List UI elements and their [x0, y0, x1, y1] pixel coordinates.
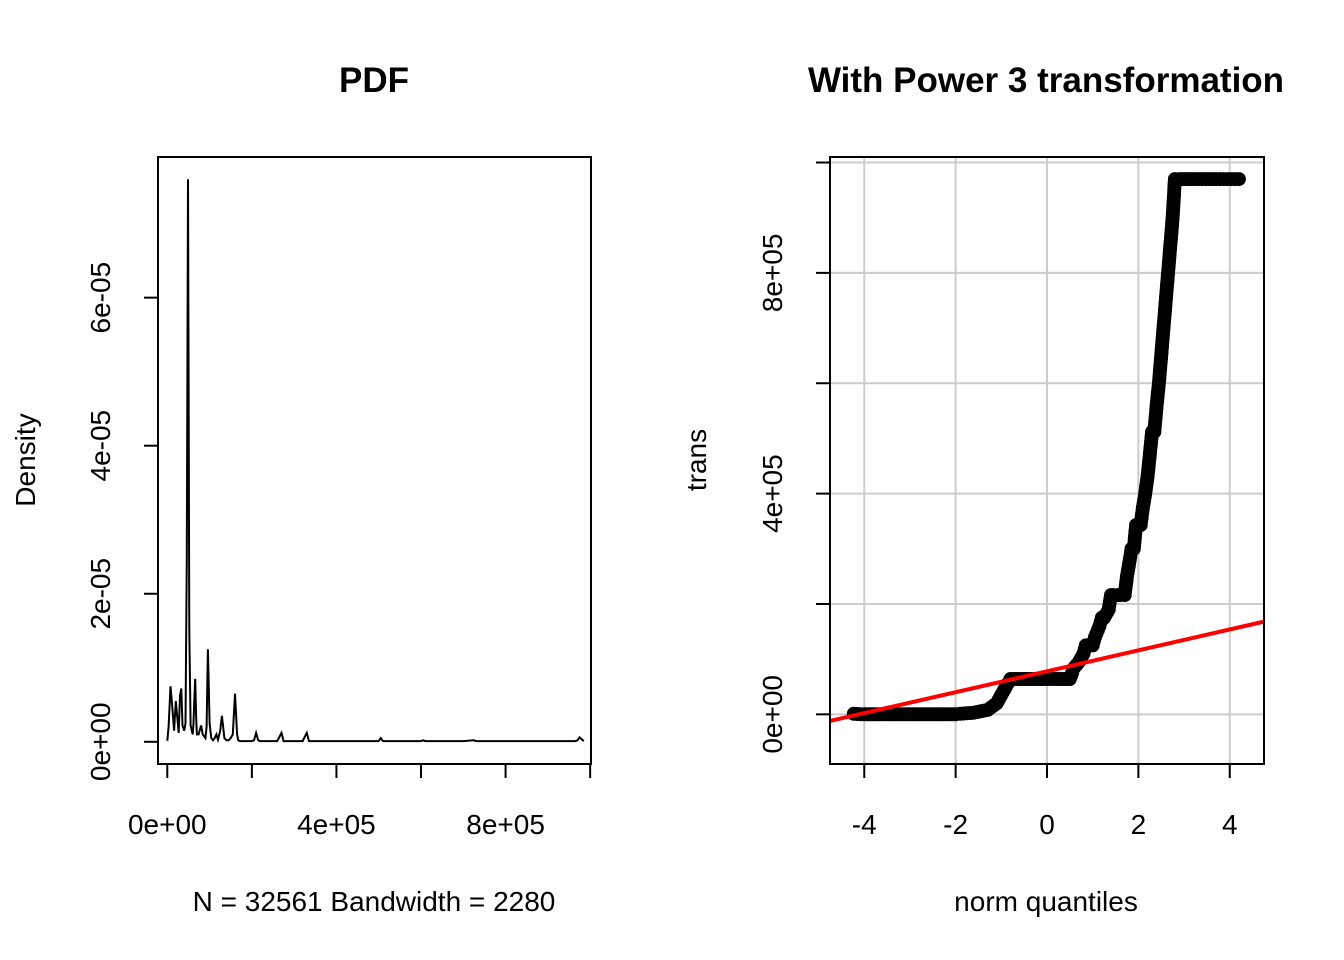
pdf-y-tick-label: 2e-05 [85, 558, 116, 630]
pdf-panel: PDF 0e+00 4e+05 8e+05 0e+00 2e-05 4e-05 6e-05… [10, 61, 592, 917]
pdf-y-axis-label: Density [10, 413, 41, 506]
pdf-plot-frame [157, 156, 592, 765]
qq-x-axis-label: norm quantiles [954, 886, 1138, 917]
density-curve [166, 179, 585, 744]
pdf-y-axis: 0e+00 2e-05 4e-05 6e-05 [85, 262, 159, 781]
qq-y-axis-label: trans [681, 429, 712, 491]
qq-fit-line [829, 619, 1265, 723]
pdf-title: PDF [339, 61, 409, 100]
qq-x-tick-label: 4 [1222, 809, 1238, 840]
qq-x-axis: -4 -2 0 2 4 [852, 763, 1238, 840]
pdf-x-tick-label: 0e+00 [128, 809, 207, 840]
qq-x-tick-label: -4 [852, 809, 877, 840]
qq-y-tick-label: 4e+05 [757, 454, 788, 533]
pdf-x-tick-label: 4e+05 [297, 809, 376, 840]
qq-panel: With Power 3 transformation -4 -2 0 2 4 0e+0… [681, 61, 1284, 917]
qq-y-tick-label: 0e+00 [757, 675, 788, 754]
pdf-y-tick-label: 4e-05 [85, 410, 116, 482]
qq-x-tick-label: -2 [943, 809, 968, 840]
qq-x-tick-label: 2 [1131, 809, 1147, 840]
pdf-y-tick-label: 0e+00 [85, 702, 116, 781]
qq-x-tick-label: 0 [1039, 809, 1055, 840]
qq-title: With Power 3 transformation [808, 61, 1284, 100]
qq-y-axis: 0e+00 4e+05 8e+05 [757, 161, 831, 754]
qq-point [1231, 172, 1246, 187]
pdf-y-tick-label: 6e-05 [85, 262, 116, 334]
pdf-x-axis: 0e+00 4e+05 8e+05 [128, 763, 592, 840]
pdf-x-axis-label: N = 32561 Bandwidth = 2280 [193, 886, 556, 917]
qq-points [846, 172, 1246, 722]
pdf-x-tick-label: 8e+05 [466, 809, 545, 840]
qq-grid [830, 157, 1264, 764]
qq-y-tick-label: 8e+05 [757, 234, 788, 313]
